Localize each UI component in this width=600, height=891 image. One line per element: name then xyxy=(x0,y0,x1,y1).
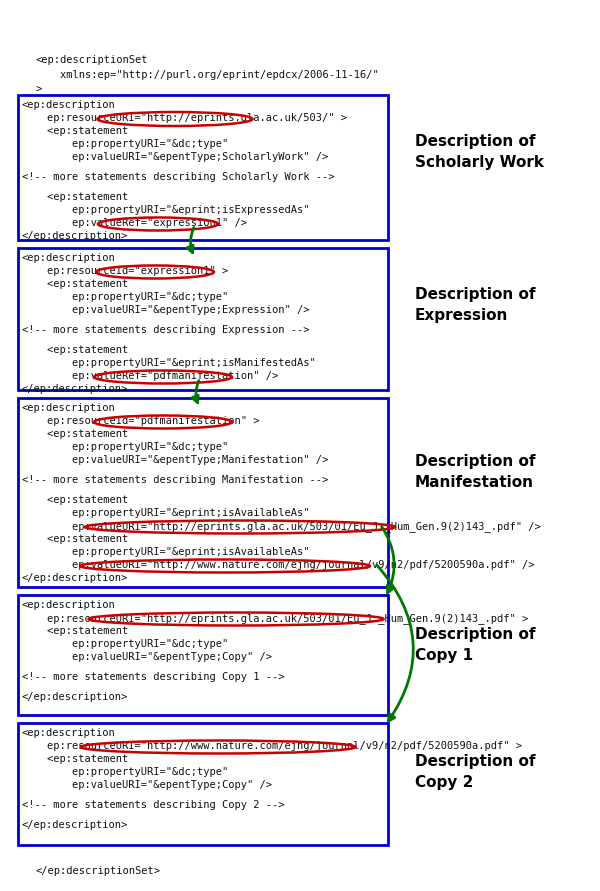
Text: <ep:description: <ep:description xyxy=(22,253,116,263)
Text: ep:valueRef="expression1" />: ep:valueRef="expression1" /> xyxy=(22,218,247,228)
Text: Description of
Expression: Description of Expression xyxy=(415,287,536,323)
Text: </ep:description>: </ep:description> xyxy=(22,692,128,702)
Text: ep:resourceId="pdfmanifestation" >: ep:resourceId="pdfmanifestation" > xyxy=(22,416,260,426)
Text: ep:valueURI="&epentType;Copy" />: ep:valueURI="&epentType;Copy" /> xyxy=(22,652,272,662)
Text: Description of
Scholarly Work: Description of Scholarly Work xyxy=(415,134,544,170)
Text: ep:propertyURI="&eprint;isAvailableAs": ep:propertyURI="&eprint;isAvailableAs" xyxy=(22,508,310,518)
Text: ep:propertyURI="&eprint;isAvailableAs": ep:propertyURI="&eprint;isAvailableAs" xyxy=(22,547,310,557)
Text: <ep:statement: <ep:statement xyxy=(22,192,128,202)
Text: <ep:statement: <ep:statement xyxy=(22,626,128,636)
Bar xyxy=(18,398,388,587)
Text: <ep:statement: <ep:statement xyxy=(22,126,128,136)
Text: Description of
Copy 2: Description of Copy 2 xyxy=(415,754,536,790)
FancyArrowPatch shape xyxy=(377,565,413,721)
Text: ep:resourceId="expression1" >: ep:resourceId="expression1" > xyxy=(22,266,228,276)
Text: Description of
Manifestation: Description of Manifestation xyxy=(415,454,536,490)
Text: ep:propertyURI="&dc;type": ep:propertyURI="&dc;type" xyxy=(22,139,228,149)
Bar xyxy=(18,248,388,390)
Text: </ep:description>: </ep:description> xyxy=(22,231,128,241)
Text: ep:valueURI="http://eprints.gla.ac.uk/503/01/Eu_J._Hum_Gen.9(2)143_.pdf" />: ep:valueURI="http://eprints.gla.ac.uk/50… xyxy=(22,521,541,532)
Text: <ep:description: <ep:description xyxy=(22,100,116,110)
Text: <!-- more statements describing Scholarly Work -->: <!-- more statements describing Scholarl… xyxy=(22,172,335,182)
Text: ep:resourceURI="http://eprints.gla.ac.uk/503/01/Eu_J._Hum_Gen.9(2)143_.pdf" >: ep:resourceURI="http://eprints.gla.ac.uk… xyxy=(22,613,528,624)
Text: </ep:description>: </ep:description> xyxy=(22,820,128,830)
Text: </ep:descriptionSet>: </ep:descriptionSet> xyxy=(35,866,160,876)
Text: <!-- more statements describing Copy 1 -->: <!-- more statements describing Copy 1 -… xyxy=(22,672,284,682)
Text: ep:propertyURI="&eprint;isExpressedAs": ep:propertyURI="&eprint;isExpressedAs" xyxy=(22,205,310,215)
Text: </ep:description>: </ep:description> xyxy=(22,573,128,583)
Text: ep:propertyURI="&dc;type": ep:propertyURI="&dc;type" xyxy=(22,292,228,302)
Text: ep:valueURI="&epentType;Copy" />: ep:valueURI="&epentType;Copy" /> xyxy=(22,780,272,790)
Text: ep:valueURI="&epentType;ScholarlyWork" />: ep:valueURI="&epentType;ScholarlyWork" /… xyxy=(22,152,328,162)
Text: <ep:description: <ep:description xyxy=(22,728,116,738)
Text: ep:propertyURI="&dc;type": ep:propertyURI="&dc;type" xyxy=(22,639,228,649)
Text: <!-- more statements describing Expression -->: <!-- more statements describing Expressi… xyxy=(22,325,310,335)
Text: </ep:description>: </ep:description> xyxy=(22,384,128,394)
Text: <ep:description: <ep:description xyxy=(22,403,116,413)
Bar xyxy=(18,95,388,240)
Text: xmlns:ep="http://purl.org/eprint/epdcx/2006-11-16/": xmlns:ep="http://purl.org/eprint/epdcx/2… xyxy=(35,70,379,80)
Text: <ep:statement: <ep:statement xyxy=(22,534,128,544)
Text: <ep:statement: <ep:statement xyxy=(22,754,128,764)
Text: ep:valueURI="http://www.nature.com/ejhg/journal/v9/n2/pdf/5200590a.pdf" />: ep:valueURI="http://www.nature.com/ejhg/… xyxy=(22,560,535,570)
Text: <ep:statement: <ep:statement xyxy=(22,279,128,289)
Text: ep:valueURI="&epentType;Expression" />: ep:valueURI="&epentType;Expression" /> xyxy=(22,305,310,315)
Text: ep:valueRef="pdfmanifestation" />: ep:valueRef="pdfmanifestation" /> xyxy=(22,371,278,381)
FancyArrowPatch shape xyxy=(187,227,194,253)
FancyArrowPatch shape xyxy=(192,380,199,403)
Text: ep:valueURI="&epentType;Manifestation" />: ep:valueURI="&epentType;Manifestation" /… xyxy=(22,455,328,465)
Text: >: > xyxy=(35,85,41,95)
Text: <!-- more statements describing Manifestation -->: <!-- more statements describing Manifest… xyxy=(22,475,328,485)
Text: ep:resourceURI="http://www.nature.com/ejhg/journal/v9/n2/pdf/5200590a.pdf" >: ep:resourceURI="http://www.nature.com/ej… xyxy=(22,741,522,751)
Text: <ep:statement: <ep:statement xyxy=(22,429,128,439)
FancyArrowPatch shape xyxy=(382,527,394,593)
Text: <ep:statement: <ep:statement xyxy=(22,345,128,355)
Bar xyxy=(18,595,388,715)
Text: ep:propertyURI="&eprint;isManifestedAs": ep:propertyURI="&eprint;isManifestedAs" xyxy=(22,358,316,368)
Text: ep:propertyURI="&dc;type": ep:propertyURI="&dc;type" xyxy=(22,767,228,777)
Text: ep:propertyURI="&dc;type": ep:propertyURI="&dc;type" xyxy=(22,442,228,452)
Text: <ep:descriptionSet: <ep:descriptionSet xyxy=(35,55,148,65)
Text: <ep:statement: <ep:statement xyxy=(22,495,128,505)
Text: <!-- more statements describing Copy 2 -->: <!-- more statements describing Copy 2 -… xyxy=(22,800,284,810)
Bar xyxy=(18,723,388,845)
Text: <ep:description: <ep:description xyxy=(22,600,116,610)
Text: ep:resourceURI="http://eprints.gla.ac.uk/503/" >: ep:resourceURI="http://eprints.gla.ac.uk… xyxy=(22,113,347,123)
Text: Description of
Copy 1: Description of Copy 1 xyxy=(415,627,536,663)
